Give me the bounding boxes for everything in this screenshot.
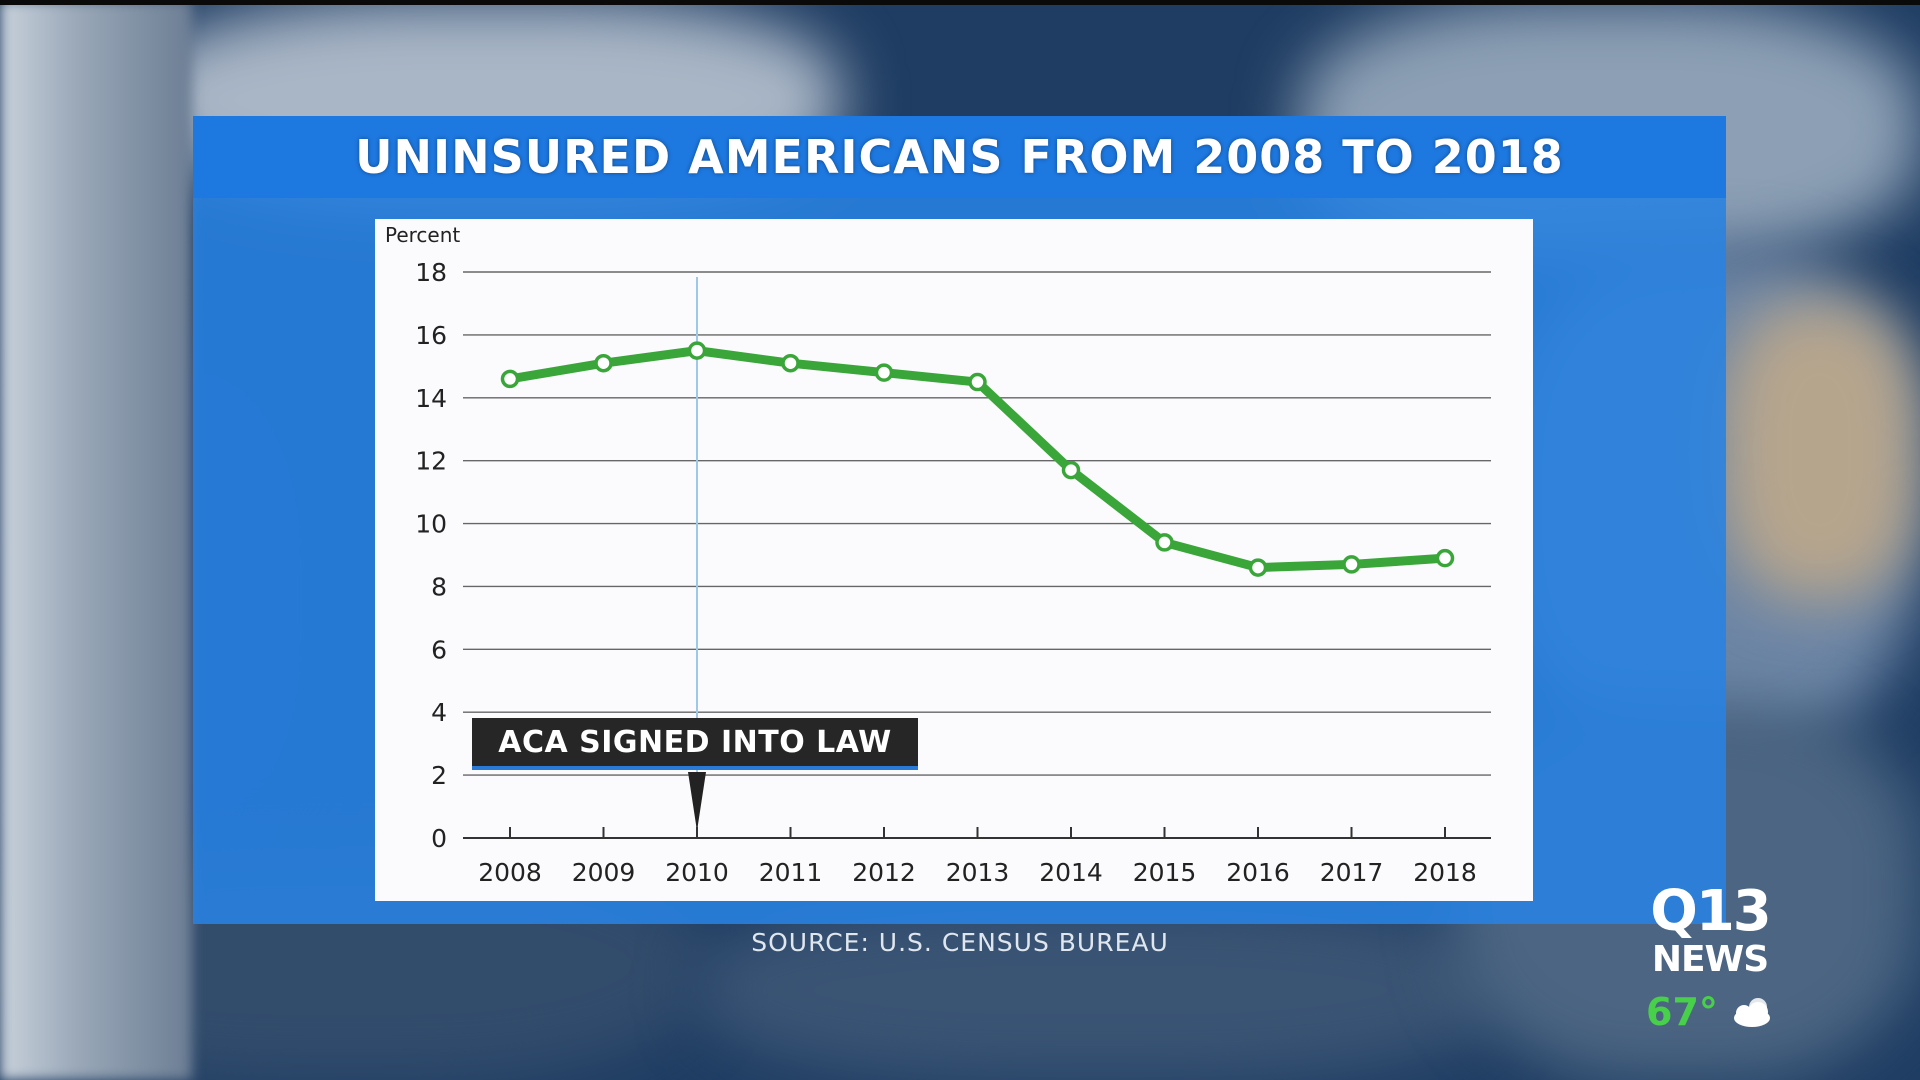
data-point [1342, 555, 1361, 574]
data-point [1061, 460, 1081, 480]
aca-callout: ACA SIGNED INTO LAW [472, 718, 918, 770]
aca-callout-label: ACA SIGNED INTO LAW [498, 724, 892, 760]
weather-widget: 67° [1646, 990, 1780, 1034]
station-logo: Q13 NEWS [1640, 883, 1780, 979]
data-point [874, 363, 894, 382]
x-tick-label: 2011 [759, 858, 823, 887]
aca-pointer [688, 772, 706, 831]
x-tick-label: 2016 [1226, 858, 1290, 887]
x-tick-label: 2017 [1320, 858, 1384, 887]
y-tick-label: 6 [431, 635, 447, 664]
data-point [1155, 533, 1174, 552]
x-tick-label: 2018 [1413, 858, 1477, 887]
logo-news: NEWS [1651, 939, 1769, 980]
line-chart: Percent 0 2 4 6 8 10 12 14 16 18 2008 2009 2010 2011 20… [385, 223, 1491, 887]
x-tick-label: 2008 [478, 858, 542, 887]
y-tick-label: 10 [415, 510, 447, 539]
data-point [594, 353, 613, 373]
data-point [500, 369, 520, 389]
y-tick-label: 18 [415, 258, 447, 287]
chart-card: Percent 0 2 4 6 8 10 12 14 16 18 2008 2009 2010 2011 20… [375, 219, 1533, 901]
x-tick-label: 2009 [572, 858, 636, 887]
y-axis-label: Percent [385, 223, 460, 247]
x-tick-label: 2015 [1133, 858, 1197, 887]
y-tick-label: 12 [415, 447, 447, 476]
logo-q13: Q13 [1650, 879, 1772, 944]
y-tick-label: 14 [415, 384, 447, 413]
y-tick-label: 2 [431, 761, 447, 790]
data-point [781, 353, 800, 373]
y-tick-label: 0 [431, 824, 447, 853]
data-point [1435, 548, 1455, 568]
top-letterbox [0, 0, 1920, 5]
temperature: 67° [1646, 990, 1718, 1034]
y-tick-label: 16 [415, 321, 447, 350]
data-point [968, 372, 987, 392]
x-tick-label: 2010 [665, 858, 729, 887]
chart-title: UNINSURED AMERICANS FROM 2008 TO 2018 [355, 130, 1564, 184]
x-tick-label: 2014 [1039, 858, 1103, 887]
title-banner: UNINSURED AMERICANS FROM 2008 TO 2018 [193, 116, 1726, 198]
data-point [1248, 558, 1268, 577]
y-tick-label: 4 [431, 698, 447, 727]
y-tick-label: 8 [431, 572, 447, 601]
source-caption: SOURCE: U.S. CENSUS BUREAU [751, 928, 1169, 957]
x-tick-label: 2012 [852, 858, 916, 887]
data-point [687, 341, 707, 360]
partly-cloudy-icon [1733, 998, 1770, 1027]
x-tick-label: 2013 [946, 858, 1010, 887]
left-wall-strip [0, 0, 192, 1080]
